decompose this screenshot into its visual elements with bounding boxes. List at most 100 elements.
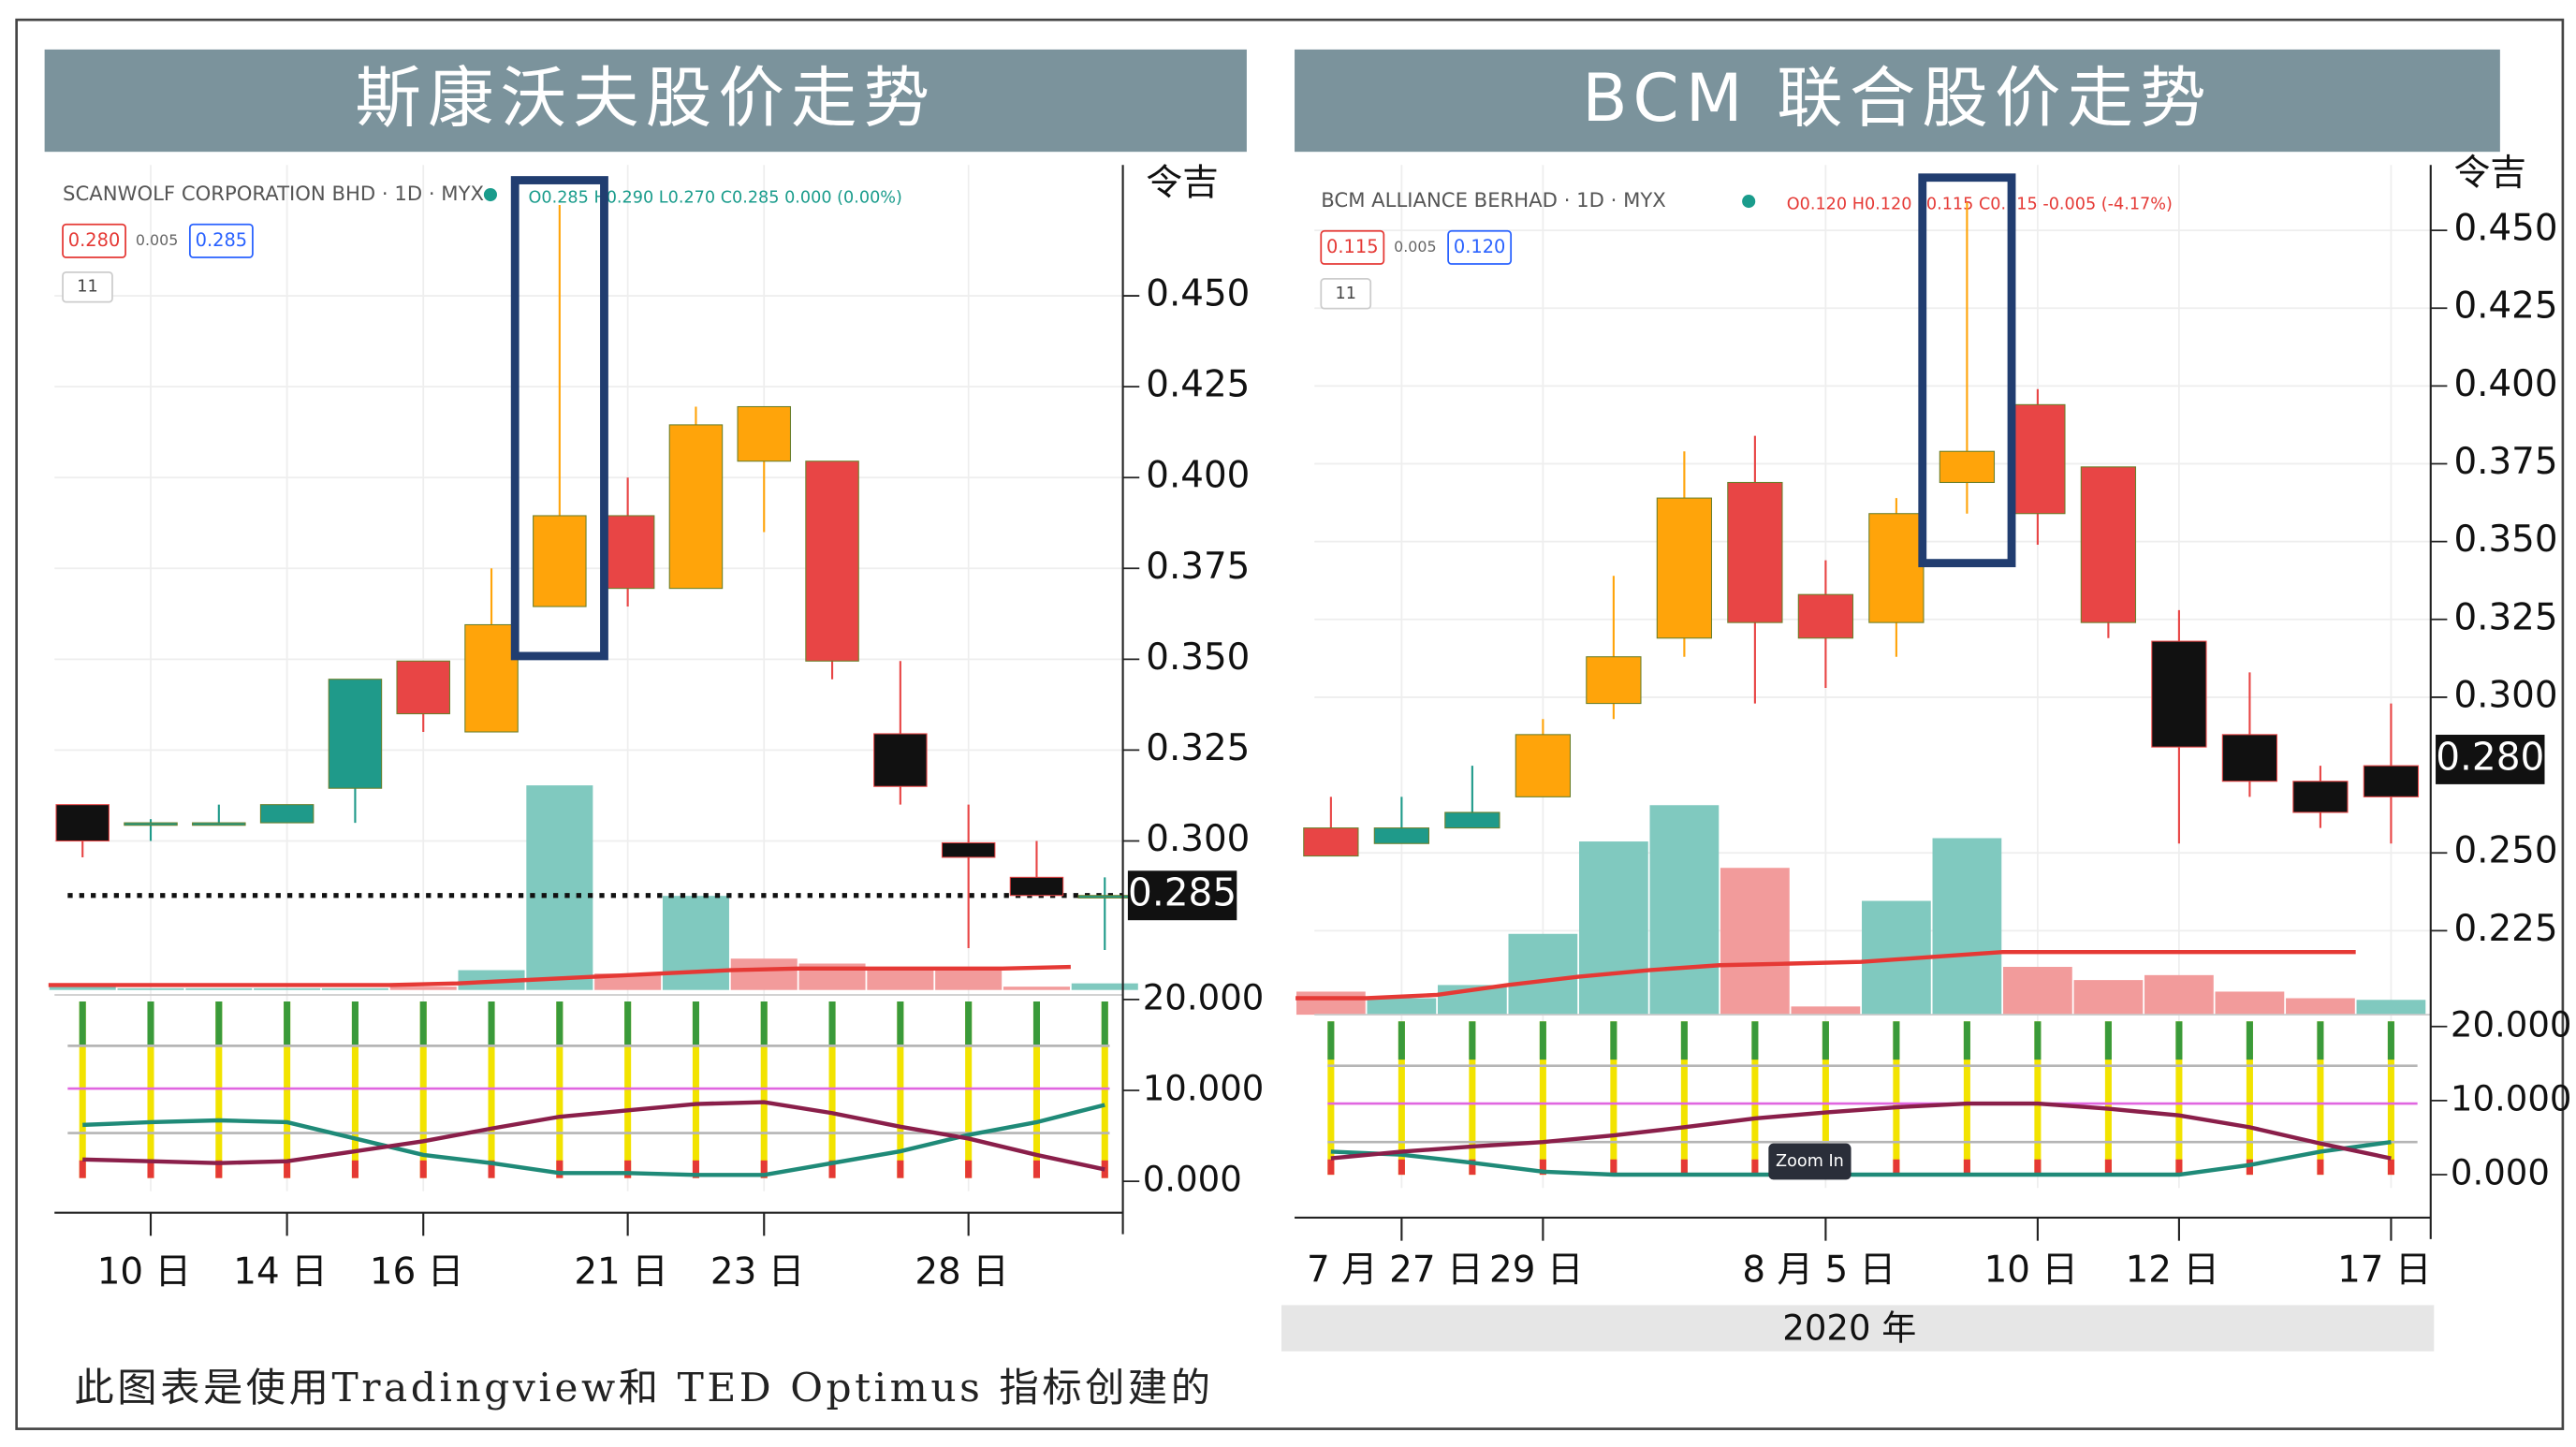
- ohlc: O0.285 H0.290 L0.270 C0.285 0.000 (0.00%…: [529, 189, 902, 208]
- volume-bar: [1791, 1006, 1861, 1016]
- volume-bar: [526, 785, 593, 990]
- volume-bar: [1508, 933, 1578, 1016]
- frame: [15, 18, 2565, 1430]
- x-tick-label: 7 月 27 日: [1307, 1250, 1484, 1292]
- bid: 0.280: [68, 229, 120, 251]
- highlight-box: [510, 176, 608, 661]
- candle-body: [1586, 656, 1642, 705]
- y-tick-label: 0.250: [2453, 830, 2557, 872]
- candle-body: [600, 515, 655, 590]
- indicator-line: [82, 1103, 1105, 1177]
- volume-bar: [1295, 991, 1366, 1016]
- candle-body: [1373, 827, 1430, 844]
- candle-body: [2363, 765, 2420, 797]
- indicator-tick-label: 0.000: [1143, 1160, 1242, 1200]
- y-tick-label: 0.350: [1146, 636, 1250, 679]
- candle-body: [396, 660, 450, 715]
- chart-title: BCM 联合股价走势: [1582, 60, 2213, 137]
- candle-body: [1444, 811, 1500, 829]
- volume-bar: [2073, 980, 2144, 1016]
- y-tick-label: 0.325: [1146, 727, 1250, 769]
- candle-body: [2080, 466, 2137, 623]
- symbol: SCANWOLF CORPORATION BHD · 1D · MYX: [63, 182, 484, 205]
- x-tick-label: 16 日: [370, 1250, 464, 1293]
- spread: 0.005: [1394, 238, 1436, 256]
- volume-bar: [1367, 998, 1437, 1016]
- candle-body: [2151, 640, 2207, 748]
- x-tick-label: 17 日: [2337, 1250, 2432, 1292]
- ohlc: O0.120 H0.120 L0.115 C0.115 -0.005 (-4.1…: [1787, 196, 2173, 214]
- indicator-toggle: [62, 270, 113, 303]
- bid-box: [62, 223, 126, 258]
- last-price-box: [2436, 735, 2545, 784]
- volume-bar: [1649, 805, 1720, 1016]
- candle-body: [1515, 734, 1572, 797]
- x-tick-label: 29 日: [1489, 1250, 1584, 1292]
- volume-bar: [1720, 868, 1790, 1016]
- status-dot: [1742, 195, 1756, 209]
- tooltip-box: [1768, 1143, 1852, 1180]
- indicator-tick-label: 20.000: [1143, 977, 1265, 1017]
- volume-bar: [867, 968, 934, 990]
- footnote: 此图表是使用Tradingview和 TED Optimus 指标创建的: [74, 1365, 1213, 1410]
- candle-body: [737, 405, 792, 462]
- candle-body: [668, 424, 724, 590]
- volume-bar: [254, 987, 321, 990]
- x-tick-label: 14 日: [233, 1250, 328, 1293]
- tooltip: Zoom In: [1776, 1152, 1844, 1171]
- indicator-toggle: [1320, 278, 1372, 310]
- candle-body: [533, 515, 587, 607]
- y-tick-label: 0.225: [2453, 908, 2557, 950]
- indicator-tick-label: 10.000: [1143, 1068, 1265, 1108]
- candle-body: [2010, 403, 2066, 515]
- y-tick-label: 0.400: [1146, 455, 1250, 497]
- candle-body: [1009, 876, 1064, 897]
- volume-bar: [730, 958, 798, 990]
- candle-body: [192, 822, 246, 826]
- y-tick-label: 0.325: [2453, 596, 2557, 638]
- candle-body: [941, 841, 996, 858]
- indicator-line: [1330, 1140, 2392, 1177]
- y-tick-label: 0.425: [1146, 364, 1250, 406]
- volume-bar: [662, 896, 729, 990]
- y-axis-unit: 令吉: [1146, 162, 1219, 204]
- candle-body: [1727, 481, 1783, 623]
- volume-bar: [321, 987, 388, 990]
- volume-ma: [48, 964, 1071, 987]
- indicator-line: [1330, 1101, 2392, 1161]
- last-price-box: [1127, 870, 1237, 921]
- volume-bar: [389, 987, 457, 990]
- candle-body: [259, 804, 315, 824]
- y-tick-label: 0.350: [2453, 519, 2557, 561]
- y-tick-label: 0.450: [2453, 208, 2557, 250]
- x-tick-label: 8 月 5 日: [1742, 1250, 1895, 1292]
- y-axis-unit: 令吉: [2453, 152, 2526, 194]
- bid: 0.115: [1326, 236, 1378, 257]
- highlight-box: [1918, 173, 2016, 568]
- bid-box: [1320, 229, 1385, 265]
- volume-bar: [1932, 838, 2002, 1016]
- y-tick-label: 0.375: [2453, 441, 2557, 483]
- indicator-line: [82, 1100, 1105, 1172]
- volume-bar: [2003, 967, 2072, 1016]
- volume-ma: [1295, 949, 2356, 1001]
- ask-box: [1447, 229, 1513, 265]
- y-tick-label: 0.300: [1146, 818, 1250, 860]
- volume-bar: [185, 987, 253, 990]
- indicator-tick-label: 10.000: [2451, 1078, 2572, 1118]
- volume-bar: [935, 970, 1003, 990]
- volume-bar: [1003, 987, 1070, 990]
- indicator-tick-label: 20.000: [2451, 1004, 2572, 1045]
- x-tick-label: 23 日: [710, 1250, 805, 1293]
- candle-body: [873, 733, 928, 787]
- volume-bar: [117, 987, 184, 990]
- candle-body: [328, 679, 383, 789]
- candle-body: [2221, 734, 2278, 782]
- volume-bar: [2356, 1000, 2426, 1016]
- year-band: [1281, 1305, 2435, 1352]
- volume-bar: [2144, 974, 2214, 1016]
- candle-body: [2292, 781, 2349, 813]
- year-label: 2020 年: [1782, 1308, 1916, 1348]
